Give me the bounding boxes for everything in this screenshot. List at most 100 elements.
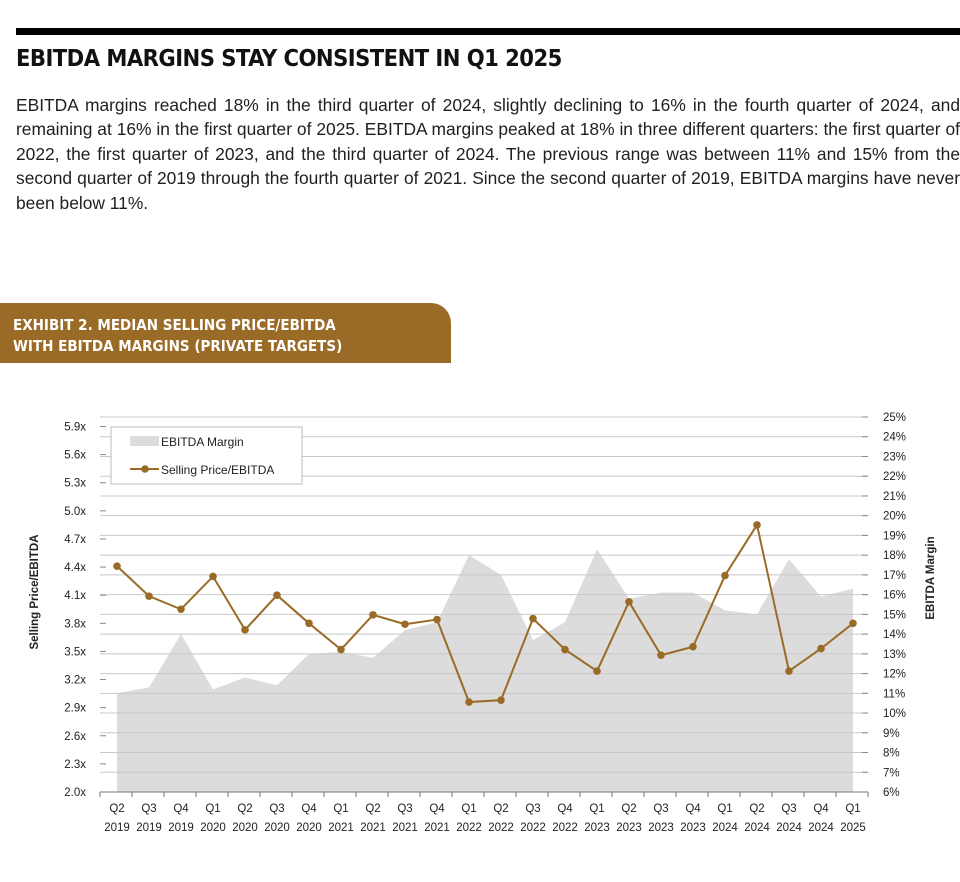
x-tick-label-year: 2021 — [328, 822, 354, 834]
selling-price-point — [593, 667, 601, 675]
y2-tick-label: 7% — [883, 767, 900, 779]
x-tick-label-year: 2021 — [392, 822, 418, 834]
y2-tick-label: 24% — [883, 432, 906, 444]
x-tick-label-quarter: Q2 — [493, 803, 508, 815]
x-tick-label-year: 2019 — [104, 822, 130, 834]
x-tick-label-year: 2023 — [616, 822, 642, 834]
y2-tick-label: 15% — [883, 609, 906, 621]
x-tick-label-year: 2024 — [776, 822, 802, 834]
y-tick-label: 2.9x — [64, 703, 86, 715]
y2-tick-label: 21% — [883, 491, 906, 503]
top-rule — [16, 28, 960, 35]
selling-price-point — [785, 667, 793, 675]
x-tick-label-quarter: Q2 — [365, 803, 380, 815]
legend-label-selling-price: Selling Price/EBITDA — [161, 463, 274, 477]
selling-price-point — [113, 562, 121, 570]
selling-price-point — [657, 651, 665, 659]
y2-tick-label: 10% — [883, 708, 906, 720]
x-tick-label-quarter: Q4 — [429, 803, 445, 815]
combo-chart: 6% 7% 8% 9% 10% 11% 12% 13% 14% 15% 16% 17% 18% 19% 20… — [64, 412, 906, 834]
x-tick-label-year: 2024 — [744, 822, 770, 834]
x-tick-label-quarter: Q1 — [205, 803, 220, 815]
x-tick-label-year: 2019 — [168, 822, 194, 834]
article-paragraph: EBITDA margins reached 18% in the third … — [16, 95, 960, 213]
x-tick-label-quarter: Q2 — [749, 803, 764, 815]
x-tick-label-year: 2022 — [456, 822, 482, 834]
x-tick-label-year: 2020 — [296, 822, 322, 834]
selling-price-line — [116, 522, 854, 704]
selling-price-point — [145, 592, 153, 600]
y-tick-label: 4.1x — [64, 590, 86, 602]
y2-tick-label: 14% — [883, 629, 906, 641]
x-tick-label-quarter: Q3 — [781, 803, 796, 815]
x-tick-label-year: 2023 — [584, 822, 610, 834]
x-tick-label-year: 2021 — [360, 822, 386, 834]
y-tick-label: 2.3x — [64, 759, 86, 771]
y2-tick-label: 23% — [883, 451, 906, 463]
x-tick-label-quarter: Q2 — [621, 803, 636, 815]
y-tick-label: 5.9x — [64, 422, 86, 434]
selling-price-point — [753, 521, 761, 529]
selling-price-point — [625, 597, 633, 606]
x-tick-label-year: 2020 — [264, 822, 290, 834]
y2-tick-label: 8% — [883, 748, 900, 760]
y-axis-title-right: EBITDA Margin — [925, 536, 937, 620]
y-tick-label: 5.6x — [64, 450, 86, 462]
y2-tick-label: 25% — [883, 412, 906, 424]
selling-price-point — [465, 698, 473, 706]
y-tick-label: 3.5x — [64, 646, 86, 658]
selling-price-point — [401, 620, 409, 629]
y-tick-label: 3.2x — [64, 675, 86, 687]
selling-price-point — [337, 645, 345, 654]
legend-label-ebitda-margin: EBITDA Margin — [161, 435, 244, 449]
y2-tick-label: 16% — [883, 590, 906, 602]
y2-tick-label: 6% — [883, 787, 900, 799]
y-tick-label: 4.7x — [64, 534, 86, 546]
x-tick-label-quarter: Q2 — [109, 803, 124, 815]
x-tick-label-year: 2023 — [680, 822, 706, 834]
x-tick-label-quarter: Q3 — [141, 803, 156, 815]
selling-price-point — [561, 645, 569, 654]
x-tick-label-quarter: Q3 — [397, 803, 412, 815]
selling-price-point — [817, 644, 825, 653]
y-tick-label: 5.0x — [64, 506, 86, 518]
x-tick-label-quarter: Q1 — [845, 803, 860, 815]
y2-tick-label: 9% — [883, 728, 900, 740]
selling-price-point — [241, 626, 249, 634]
exhibit-title-line1: EXHIBIT 2. MEDIAN SELLING PRICE/EBITDA — [13, 316, 336, 334]
y2-tick-label: 22% — [883, 471, 906, 483]
x-tick-label-quarter: Q4 — [813, 803, 829, 815]
y-tick-label: 2.0x — [64, 787, 86, 799]
selling-price-point — [273, 591, 281, 599]
x-tick-label-year: 2025 — [840, 822, 866, 834]
x-tick-label-quarter: Q3 — [653, 803, 668, 815]
exhibit-title: EXHIBIT 2. MEDIAN SELLING PRICE/EBITDA W… — [13, 315, 400, 357]
y-tick-label: 4.4x — [64, 562, 86, 574]
y2-tick-label: 11% — [883, 688, 905, 700]
x-tick-label-quarter: Q1 — [717, 803, 732, 815]
x-tick-label-year: 2020 — [232, 822, 258, 834]
x-tick-label-quarter: Q2 — [237, 803, 252, 815]
legend-swatch-area — [130, 436, 159, 446]
y2-tick-label: 19% — [883, 530, 906, 542]
y-tick-label: 5.3x — [64, 478, 86, 490]
selling-price-point — [305, 619, 313, 628]
y2-tick-label: 18% — [883, 550, 906, 562]
x-tick-label-year: 2020 — [200, 822, 226, 834]
x-tick-label-year: 2019 — [136, 822, 162, 834]
x-tick-label-quarter: Q4 — [173, 803, 189, 815]
selling-price-point — [209, 572, 217, 581]
x-tick-label-quarter: Q1 — [589, 803, 604, 815]
y2-tick-label: 17% — [883, 570, 906, 582]
exhibit-title-line2: WITH EBITDA MARGINS (PRIVATE TARGETS) — [13, 337, 343, 355]
page-headline: EBITDA MARGINS STAY CONSISTENT IN Q1 202… — [16, 46, 562, 72]
selling-price-point — [433, 615, 441, 624]
x-tick-label-year: 2022 — [552, 822, 578, 834]
x-tick-label-quarter: Q4 — [301, 803, 317, 815]
exhibit-banner — [0, 303, 451, 363]
y-tick-label: 2.6x — [64, 731, 86, 743]
selling-price-point — [849, 619, 857, 628]
selling-price-point — [369, 611, 377, 619]
y2-tick-label: 20% — [883, 511, 906, 523]
x-tick-label-year: 2023 — [648, 822, 674, 834]
